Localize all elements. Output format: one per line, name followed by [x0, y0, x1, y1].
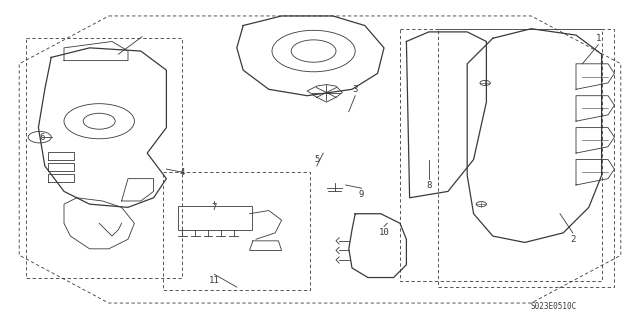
Text: S023E0510C: S023E0510C	[531, 302, 577, 311]
Text: 2: 2	[570, 235, 575, 244]
Bar	[178, 206, 252, 230]
Text: 6: 6	[39, 133, 44, 142]
Text: 4: 4	[180, 168, 185, 177]
Text: 7: 7	[212, 203, 217, 212]
Text: 1: 1	[596, 34, 601, 43]
Text: 11: 11	[209, 276, 220, 285]
Text: 8: 8	[426, 181, 431, 189]
Text: 10: 10	[379, 228, 389, 237]
Text: 3: 3	[353, 85, 358, 94]
Text: 9: 9	[359, 190, 364, 199]
Text: 5: 5	[314, 155, 319, 164]
